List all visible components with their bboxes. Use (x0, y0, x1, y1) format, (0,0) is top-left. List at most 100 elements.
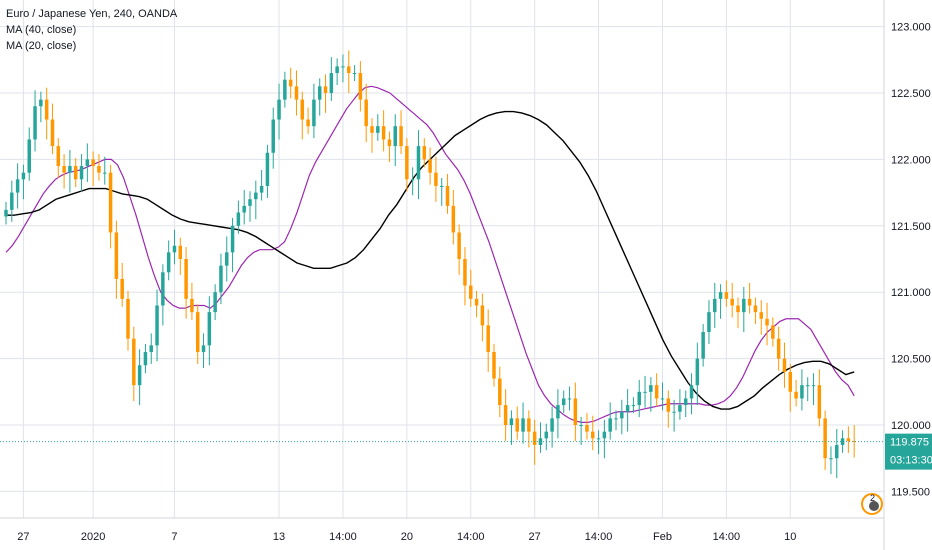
candle-body (56, 146, 61, 167)
candle-body (376, 126, 380, 133)
candle-body (143, 351, 148, 366)
candle-body (393, 126, 397, 147)
price-axis[interactable]: 119.500 120.000 120.500 121.000 121.500 122.0… (891, 22, 931, 499)
candle-body (666, 398, 671, 412)
candle-body (149, 345, 153, 352)
x-tick-label: 27 (17, 531, 29, 543)
time-axis[interactable]: 27 2020 7 13 14:00 20 14:00 27 14:00 Feb 14:00 10 (17, 531, 796, 543)
candle-body (381, 126, 386, 140)
candle-body (79, 166, 84, 180)
candle-body (811, 385, 816, 387)
candle-body (201, 345, 206, 352)
ma-40-legend[interactable]: MA (40, close) (6, 24, 77, 36)
candle-body (27, 139, 31, 173)
last-price-value: 119.875 (890, 437, 929, 449)
candle-body (399, 126, 403, 147)
x-tick-label: 13 (273, 531, 285, 543)
x-tick-label: Feb (653, 531, 672, 543)
candle-body (724, 292, 729, 299)
candle-body (730, 298, 734, 306)
candle-body (288, 79, 293, 87)
y-tick-label: 123.000 (891, 22, 931, 34)
candle-body (515, 418, 519, 432)
x-tick-label: 14:00 (585, 531, 613, 543)
candle-body (620, 411, 624, 419)
symbol-title[interactable]: Euro / Japanese Yen, 240, OANDA (6, 8, 178, 20)
candle-body (736, 305, 740, 313)
candle-body (172, 245, 177, 253)
candle-body (469, 285, 473, 299)
candle-body (445, 185, 450, 206)
candle-body (625, 405, 630, 412)
candle-body (62, 166, 66, 173)
candle-body (585, 425, 589, 432)
candle-body (358, 73, 363, 100)
candle-body (771, 325, 775, 339)
candle-body (195, 312, 200, 352)
candle-body (544, 431, 549, 439)
chart-legend: Euro / Japanese Yen, 240, OANDA MA (40, … (6, 6, 177, 54)
candle-body (207, 312, 212, 346)
tv-icon-core (869, 501, 879, 511)
candle-body (747, 298, 752, 306)
candle-body (416, 146, 421, 180)
candle-body (306, 119, 310, 127)
candle-body (649, 385, 653, 392)
candle-body (567, 398, 572, 400)
ma-20-legend[interactable]: MA (20, close) (6, 40, 77, 52)
candle-body (347, 66, 351, 74)
candle-body (137, 365, 142, 386)
candle-body (556, 405, 560, 419)
x-tick-label: 14:00 (329, 531, 357, 543)
candle-body (428, 159, 432, 173)
candle-body (782, 358, 787, 372)
candle-body (759, 312, 763, 319)
candle-body (660, 398, 665, 400)
candle-body (126, 298, 130, 339)
candle-body (91, 159, 95, 167)
candle-body (44, 99, 49, 120)
y-tick-label: 121.000 (891, 287, 931, 299)
candle-body (683, 398, 688, 406)
x-tick-label: 27 (529, 531, 541, 543)
candle-body (829, 458, 833, 460)
candle-body (33, 106, 37, 140)
candle-body (265, 152, 270, 186)
candle-body (794, 391, 798, 399)
candle-body (364, 99, 368, 127)
x-tick-label: 7 (171, 531, 177, 543)
candle-body (689, 385, 694, 399)
candle-body (492, 351, 496, 379)
candle-body (672, 411, 676, 413)
candle-body (230, 225, 235, 253)
candle-body (294, 86, 299, 100)
candle-body (788, 371, 793, 392)
candle-body (132, 338, 136, 386)
candle-body (753, 305, 758, 313)
candle-body (300, 99, 305, 120)
candle-body (486, 325, 490, 352)
tv-icon-badge: 2 (870, 493, 875, 503)
candle-body (579, 425, 583, 427)
candle-body (73, 166, 78, 180)
candle-body (271, 119, 275, 153)
y-tick-label: 120.000 (891, 420, 931, 432)
bar-countdown: 03:13:30 (890, 455, 932, 467)
candle-body (39, 99, 43, 107)
candle-body (742, 298, 746, 313)
tradingview-bug-icon[interactable]: 2 (861, 493, 883, 515)
candle-body (50, 119, 55, 147)
candle-body (800, 385, 804, 399)
candle-body (817, 385, 822, 419)
candle-body (602, 431, 607, 439)
candle-body (823, 418, 827, 459)
candle-body (608, 418, 612, 432)
x-tick-label: 14:00 (713, 531, 741, 543)
candle-body (846, 438, 851, 441)
candle-body (434, 172, 438, 186)
x-tick-label: 10 (784, 531, 796, 543)
candle-body (97, 166, 101, 173)
candle-body (631, 405, 636, 407)
candle-body (225, 252, 229, 266)
